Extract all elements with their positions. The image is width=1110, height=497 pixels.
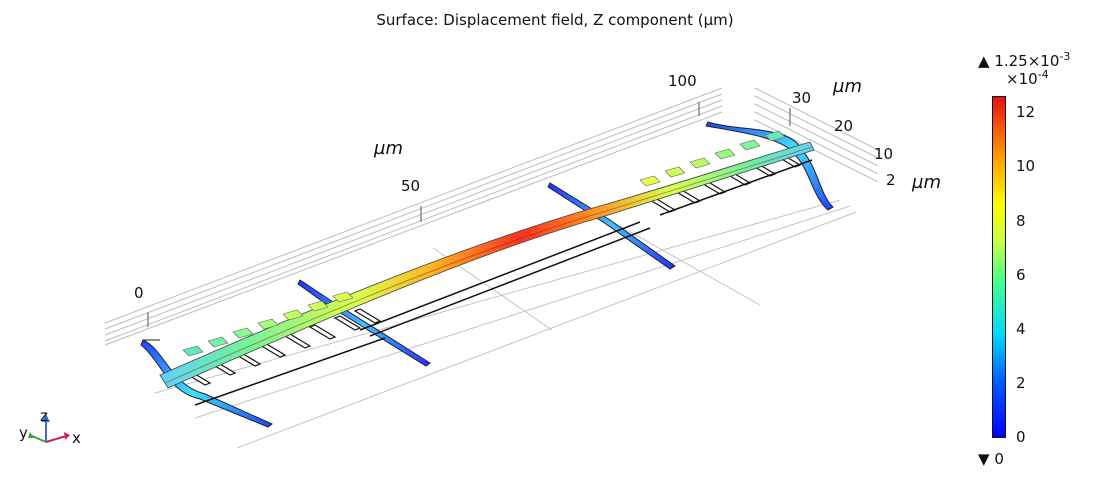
colorbar-min-label: ▼ 0 [978, 450, 1004, 468]
y-tick-20: 20 [834, 117, 854, 135]
colorbar-scale-label: ×10-4 [1006, 68, 1049, 88]
colorbar-max-label: ▲ 1.25×10-3 [978, 50, 1071, 70]
colorbar-tick-4: 4 [1016, 320, 1026, 338]
left-spring [140, 279, 431, 428]
grid-back-wall [104, 87, 723, 346]
triangle-down-icon: ▼ [978, 450, 990, 468]
x-axis-unit: µm [374, 138, 403, 159]
colorbar-tick-10: 10 [1016, 157, 1036, 175]
colorbar-tick-8: 8 [1016, 212, 1026, 230]
triad-z-label: z [40, 407, 48, 425]
y-axis-unit-right: µm [912, 172, 941, 193]
colorbar-tick-6: 6 [1016, 266, 1026, 284]
colorbar [992, 96, 1006, 438]
y-axis-unit-top: µm [833, 76, 862, 97]
y-tick-2: 2 [886, 171, 896, 189]
triad-x-label: x [72, 429, 81, 447]
triangle-up-icon: ▲ [978, 52, 990, 70]
grid-side-wall [754, 87, 879, 183]
comb-rails [194, 159, 813, 406]
colorbar-tick-0: 0 [1016, 428, 1026, 446]
x-tick-50: 50 [401, 177, 421, 195]
colorbar-tick-12: 12 [1016, 103, 1036, 121]
x-tick-0: 0 [134, 284, 144, 302]
y-tick-30: 30 [792, 89, 812, 107]
triad-y-label: y [19, 424, 28, 442]
shuttle-beam [159, 141, 815, 389]
y-tick-10: 10 [874, 145, 894, 163]
upper-comb-fingers [182, 130, 786, 357]
colorbar-tick-2: 2 [1016, 374, 1026, 392]
axis-ticks [147, 102, 791, 327]
x-tick-100: 100 [668, 72, 697, 90]
axis-triad-icon [28, 414, 70, 443]
plot-title: Surface: Displacement field, Z component… [376, 11, 734, 29]
